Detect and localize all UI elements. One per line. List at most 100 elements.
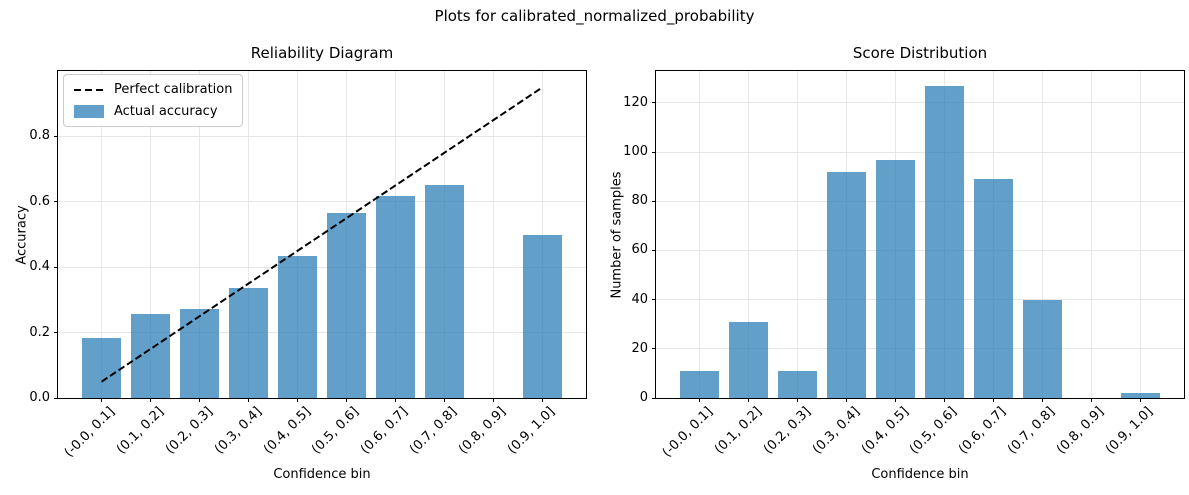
- y-tick-label: 120: [623, 94, 648, 110]
- y-tick-mark: [652, 151, 656, 153]
- legend-entry-actual-accuracy: Actual accuracy: [74, 104, 232, 119]
- bar: [424, 185, 465, 398]
- y-tick-label: 0: [639, 390, 648, 405]
- dashed-line-marker-icon: [74, 88, 104, 91]
- score-distribution-axes: Score Distribution Number of samples Con…: [610, 44, 1185, 482]
- bar: [875, 159, 916, 398]
- x-tick-mark: [101, 398, 103, 402]
- y-tick-label: 20: [631, 340, 648, 356]
- grid-line-horizontal: [656, 348, 1184, 350]
- x-axis-label: Confidence bin: [273, 467, 371, 482]
- x-tick-mark: [943, 398, 945, 402]
- grid-line-vertical: [1041, 71, 1043, 398]
- y-tick-mark: [652, 200, 656, 202]
- x-tick-mark: [345, 398, 347, 402]
- bar: [82, 338, 122, 398]
- grid-line-vertical: [699, 71, 701, 398]
- grid-line-vertical: [248, 71, 250, 398]
- axes-title: Score Distribution: [852, 44, 988, 62]
- x-tick-mark: [541, 398, 543, 402]
- bar: [277, 256, 318, 398]
- y-tick-label: 0.8: [29, 128, 50, 144]
- grid-line-horizontal: [58, 201, 586, 203]
- x-tick-mark: [297, 398, 298, 402]
- grid-line-horizontal: [656, 200, 1184, 202]
- x-tick-mark: [992, 398, 994, 402]
- x-tick-mark: [394, 398, 396, 402]
- y-tick-mark: [652, 102, 656, 104]
- grid-line-vertical: [492, 71, 494, 398]
- y-tick-mark: [652, 348, 656, 350]
- axes-title: Reliability Diagram: [250, 44, 394, 62]
- perfect-calibration-line: [101, 86, 543, 383]
- y-tick-label: 80: [631, 193, 648, 209]
- bar: [375, 195, 416, 398]
- grid-line-vertical: [797, 71, 799, 398]
- grid-line-vertical: [1139, 71, 1141, 398]
- y-tick-mark: [54, 397, 58, 399]
- y-tick-label: 40: [631, 291, 648, 307]
- reliability-diagram-axes: Reliability Diagram Accuracy Confidence …: [15, 44, 587, 482]
- x-tick-mark: [846, 398, 848, 402]
- grid-line-vertical: [101, 71, 103, 398]
- bar: [973, 179, 1014, 398]
- grid-line-horizontal: [656, 299, 1184, 301]
- y-tick-label: 100: [623, 144, 648, 160]
- grid-line-vertical: [1090, 71, 1092, 398]
- x-axis-label: Confidence bin: [871, 467, 969, 482]
- bar: [777, 370, 818, 398]
- x-tick-mark: [1041, 398, 1043, 402]
- x-tick-mark: [1090, 398, 1092, 402]
- grid-line-vertical: [199, 71, 201, 398]
- y-tick-mark: [54, 201, 58, 203]
- grid-line-horizontal: [656, 102, 1184, 104]
- grid-line-horizontal: [656, 249, 1184, 251]
- grid-line-vertical: [748, 71, 750, 398]
- figure-suptitle: Plots for calibrated_normalized_probabil…: [434, 7, 755, 25]
- legend-entry-perfect-calibration: Perfect calibration: [74, 82, 232, 97]
- y-axis-label: Accuracy: [14, 204, 30, 265]
- grid-line-horizontal: [58, 135, 586, 137]
- x-tick-mark: [492, 398, 494, 402]
- grid-line-vertical: [297, 71, 298, 398]
- bar: [228, 287, 269, 398]
- y-tick-mark: [54, 135, 58, 137]
- bar: [924, 85, 965, 398]
- bar: [1120, 393, 1160, 398]
- x-tick-mark: [443, 398, 445, 402]
- x-tick-mark: [797, 398, 799, 402]
- bar: [826, 171, 867, 398]
- bar: [130, 313, 171, 398]
- x-tick-mark: [248, 398, 250, 402]
- bar: [1022, 299, 1063, 398]
- grid-line-horizontal: [58, 266, 586, 268]
- legend-label: Actual accuracy: [114, 104, 218, 119]
- y-tick-mark: [54, 332, 58, 334]
- y-tick-mark: [54, 266, 58, 268]
- x-tick-mark: [748, 398, 750, 402]
- grid-line-vertical: [150, 71, 152, 398]
- y-tick-label: 0.0: [29, 390, 50, 405]
- bar: [522, 234, 562, 398]
- legend-label: Perfect calibration: [114, 82, 233, 97]
- bar: [680, 370, 720, 398]
- legend: Perfect calibration Actual accuracy: [63, 74, 244, 127]
- y-tick-label: 0.6: [29, 193, 50, 209]
- x-tick-mark: [1139, 398, 1141, 402]
- y-tick-label: 0.2: [29, 324, 50, 340]
- bar-color-swatch-icon: [74, 105, 104, 118]
- y-tick-label: 0.4: [29, 259, 50, 275]
- x-tick-mark: [199, 398, 201, 402]
- y-tick-mark: [652, 397, 656, 399]
- bar: [728, 321, 769, 398]
- y-axis-label: Number of samples: [609, 170, 625, 299]
- y-tick-label: 60: [631, 242, 648, 258]
- x-tick-mark: [895, 398, 896, 402]
- bar: [179, 308, 220, 398]
- bar: [326, 212, 367, 398]
- x-tick-mark: [699, 398, 701, 402]
- grid-line-horizontal: [58, 332, 586, 334]
- grid-line-horizontal: [656, 151, 1184, 153]
- x-tick-mark: [150, 398, 152, 402]
